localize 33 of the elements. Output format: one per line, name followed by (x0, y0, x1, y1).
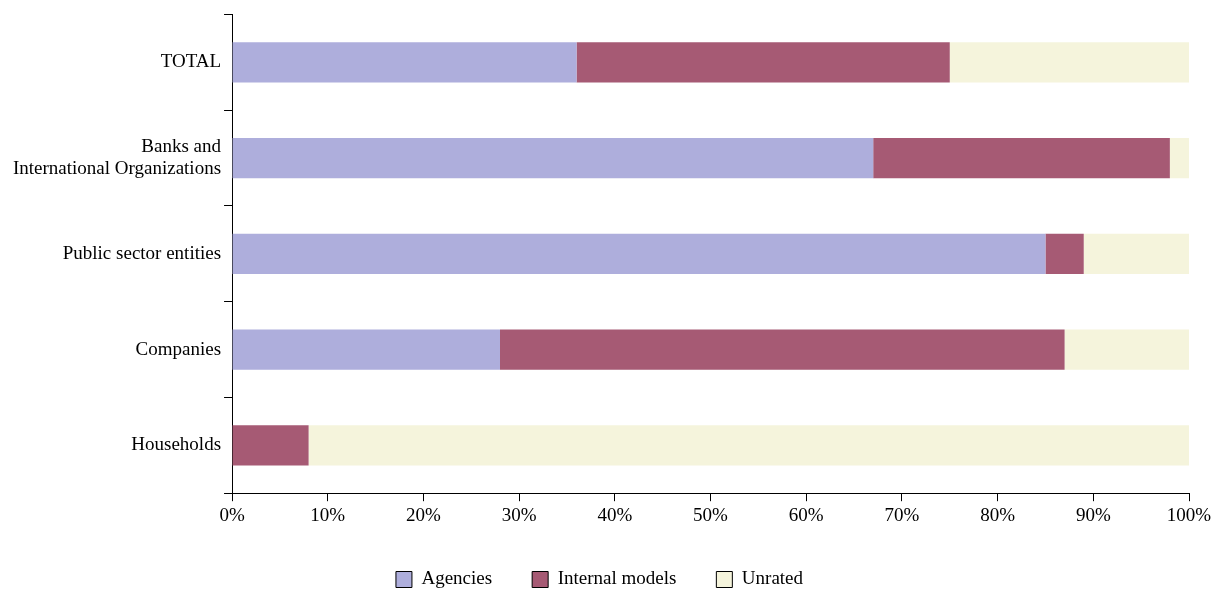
x-tick-label: 70% (884, 503, 920, 525)
y-tick-label: Banks and International Organizations (12, 134, 222, 179)
x-tick-label: 20% (406, 503, 442, 525)
x-tick-label: 90% (1075, 503, 1111, 525)
y-tick-label: Companies (135, 337, 222, 359)
x-tick-label: 60% (788, 503, 824, 525)
bar (1083, 233, 1189, 274)
bar (308, 425, 1189, 466)
bar (576, 42, 950, 83)
x-tick-label: 80% (980, 503, 1016, 525)
bar (232, 42, 577, 83)
bar (232, 329, 500, 370)
bar (232, 137, 874, 179)
bar (232, 425, 309, 466)
bar (1169, 137, 1189, 179)
x-tick-label: 0% (219, 503, 245, 525)
bar (500, 329, 1065, 370)
x-tick-label: 100% (1166, 503, 1212, 525)
bar (949, 42, 1189, 83)
y-tick-label: TOTAL (160, 50, 222, 72)
legend-label: Internal models (557, 567, 677, 589)
y-tick-label: Public sector entities (62, 241, 222, 263)
bar (1045, 233, 1084, 274)
legend-label: Unrated (741, 567, 804, 589)
x-tick-label: 40% (597, 503, 633, 525)
x-tick-label: 10% (310, 503, 346, 525)
y-tick-label: Households (131, 433, 222, 455)
x-tick-label: 50% (693, 503, 729, 525)
x-tick-label: 30% (501, 503, 537, 525)
bar (1064, 329, 1189, 370)
bar (873, 137, 1170, 179)
bar (232, 233, 1046, 274)
legend-label: Agencies (421, 567, 493, 589)
